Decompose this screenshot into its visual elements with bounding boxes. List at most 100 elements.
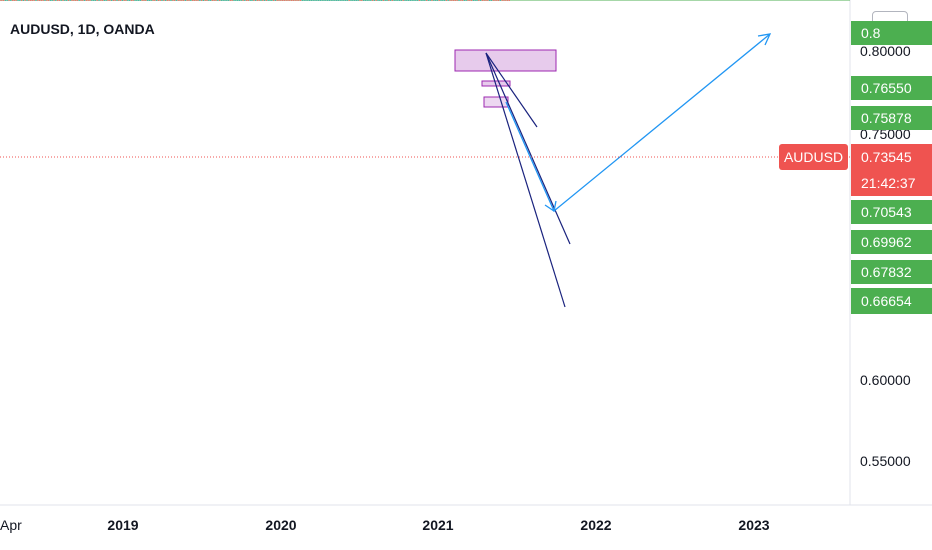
candle-body: [265, 0, 267, 1]
candle-body: [219, 0, 221, 1]
candle-body: [183, 0, 185, 1]
trend-line-short[interactable]: [485, 52, 538, 128]
candle-body: [399, 0, 401, 1]
time-tick-label: 2023: [738, 517, 770, 533]
candle-body: [202, 0, 204, 1]
candle-body: [24, 0, 26, 1]
resistance-zone[interactable]: [454, 49, 557, 72]
candle-body: [251, 0, 253, 1]
candle-body: [388, 0, 390, 1]
candle-body: [228, 0, 230, 1]
candle-body: [390, 0, 392, 1]
candle-body: [3, 0, 5, 1]
candle-body: [58, 0, 60, 1]
candle-body: [327, 0, 329, 1]
candle-body: [242, 0, 244, 1]
candle-body: [246, 0, 248, 1]
candle-body: [103, 0, 105, 1]
candle-body: [13, 0, 15, 1]
candle-body: [89, 0, 91, 1]
candle-body: [415, 0, 417, 1]
candle-body: [393, 0, 395, 1]
candle-body: [375, 0, 377, 1]
candle-body: [494, 0, 496, 1]
candle-body: [476, 0, 478, 1]
candle-body: [211, 0, 213, 1]
candle-body: [316, 0, 318, 1]
candle-body: [487, 0, 489, 1]
candle-body: [66, 0, 68, 1]
price-tick-label: 0.80000: [860, 43, 911, 59]
candle-body: [501, 0, 503, 1]
candle-body: [226, 0, 228, 1]
candle-body: [256, 0, 258, 1]
candle-body: [78, 0, 80, 1]
candle-body: [94, 0, 96, 1]
candle-body: [0, 0, 1, 1]
candle-body: [197, 0, 199, 1]
candle-body: [314, 0, 316, 1]
candle-body: [499, 0, 501, 1]
candle-body: [278, 0, 280, 1]
candle-body: [22, 0, 24, 1]
candle-body: [109, 0, 111, 1]
candle-body: [433, 0, 435, 1]
level-label: 0.75878: [851, 106, 932, 130]
chart-title: AUDUSD, 1D, OANDA: [10, 21, 155, 37]
candle-body: [364, 0, 366, 1]
drawing-tools[interactable]: [485, 33, 772, 308]
candle-body: [107, 0, 109, 1]
trend-line-mid[interactable]: [485, 52, 571, 245]
candle-body: [170, 0, 172, 1]
candle-body: [42, 0, 44, 1]
price-tick-label: 0.55000: [860, 453, 911, 469]
candle-body: [210, 0, 212, 1]
candle-body: [112, 0, 114, 1]
candle-body: [426, 0, 428, 1]
candle-body: [244, 0, 246, 1]
candle-body: [438, 0, 440, 1]
candle-body: [123, 0, 125, 1]
candle-body: [19, 0, 21, 1]
candle-body: [179, 0, 181, 1]
candle-body: [28, 0, 30, 1]
candle-body: [345, 0, 347, 1]
candle-body: [44, 0, 46, 1]
candle-body: [301, 0, 303, 1]
candle-body: [120, 0, 122, 1]
bar-countdown: 21:42:37: [861, 175, 916, 191]
candle-body: [62, 0, 64, 1]
candle-body: [305, 0, 307, 1]
candle-body: [118, 0, 120, 1]
candle-body: [39, 0, 41, 1]
candle-body: [447, 0, 449, 1]
candle-body: [26, 0, 28, 1]
candle-body: [300, 0, 302, 1]
candle-body: [6, 0, 8, 1]
candle-body: [370, 0, 372, 1]
price-tick-label: 0.75000: [860, 126, 911, 142]
candle-body: [309, 0, 311, 1]
candle-body: [217, 0, 219, 1]
candle-body: [40, 0, 42, 1]
candle-body: [503, 0, 505, 1]
candle-body: [424, 0, 426, 1]
price-tick-label: 0.60000: [860, 372, 911, 388]
candle-body: [166, 0, 168, 1]
candle-body: [377, 0, 379, 1]
candle-body: [289, 0, 291, 1]
candle-body: [30, 0, 32, 1]
candle-body: [53, 0, 55, 1]
consolidation-zone-lower[interactable]: [483, 96, 509, 108]
candle-body: [296, 0, 298, 1]
time-tick-label: Apr: [0, 517, 22, 533]
candle-body: [75, 0, 77, 1]
trend-line-long[interactable]: [485, 52, 566, 308]
projection-arrowhead-down: [544, 200, 557, 213]
candle-body: [57, 0, 59, 1]
candle-body: [60, 0, 62, 1]
candle-body: [148, 0, 150, 1]
candle-body: [411, 0, 413, 1]
